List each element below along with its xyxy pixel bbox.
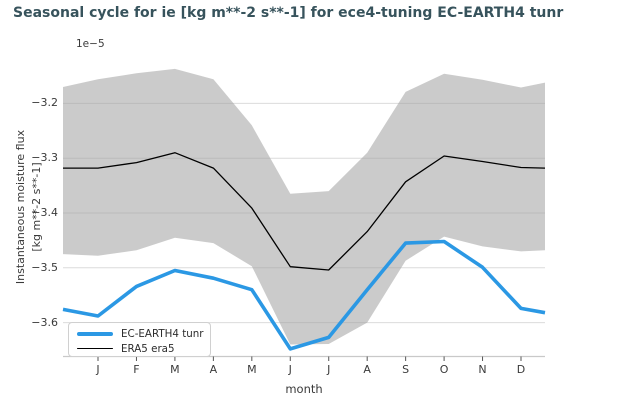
x-tick-label: J: [327, 363, 331, 376]
legend-label-era5: ERA5 era5: [121, 342, 175, 355]
x-axis-label: month: [285, 382, 323, 396]
x-tick-label: J: [288, 363, 292, 376]
chart-title: Seasonal cycle for ie [kg m**-2 s**-1] f…: [13, 5, 564, 21]
era5-line: [63, 152, 546, 271]
x-tick-label: J: [96, 363, 100, 376]
legend-item-era5: ERA5 era5: [77, 341, 210, 356]
x-tick-label: M: [247, 363, 257, 376]
legend-swatch-era5: [77, 347, 113, 350]
legend: EC-EARTH4 tunr ERA5 era5: [68, 322, 211, 357]
x-tick-label: N: [478, 363, 487, 376]
y-tick-label: −3.4: [31, 206, 58, 219]
x-tick-label: D: [516, 363, 526, 376]
x-tick-label: S: [402, 363, 410, 376]
x-tick-label: M: [170, 363, 180, 376]
x-tick-label: A: [209, 363, 218, 376]
y-tick-label: −3.2: [31, 96, 58, 110]
y-tick-label: −3.6: [31, 315, 58, 329]
y-tick-label: −3.5: [31, 260, 58, 274]
x-tick-label: O: [439, 363, 449, 376]
y-tick-label: −3.3: [31, 151, 58, 165]
y-axis-offset-label: 1e−5: [76, 38, 105, 50]
x-tick-label: F: [133, 363, 140, 376]
era5-uncertainty-band: [63, 68, 545, 345]
legend-label-ec-earth4: EC-EARTH4 tunr: [121, 327, 204, 340]
ec-earth4-line: [62, 239, 546, 351]
legend-item-ec-earth4: EC-EARTH4 tunr: [77, 326, 210, 341]
x-tick-label: A: [363, 363, 371, 376]
legend-swatch-ec-earth4: [77, 331, 113, 336]
